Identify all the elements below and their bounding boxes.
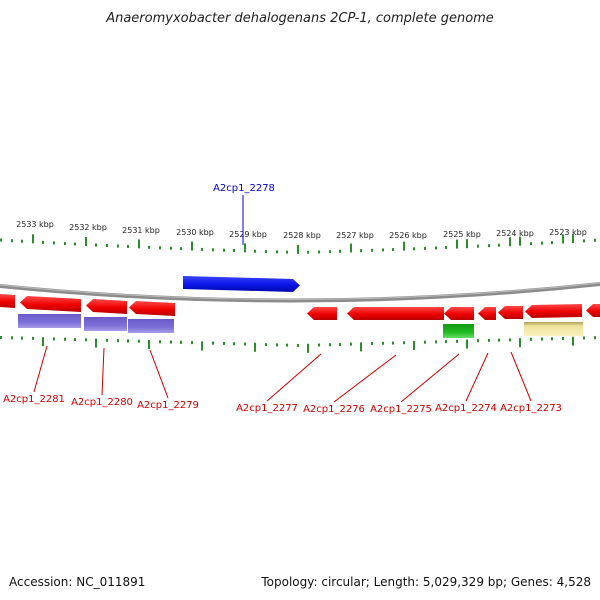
- genome-summary-text: Topology: circular; Length: 5,029,329 bp…: [260, 575, 591, 589]
- leader-A2cp1_2274: [465, 352, 489, 402]
- gene-label-A2cp1_2279[interactable]: A2cp1_2279: [137, 400, 199, 411]
- ruler-label: 2529 kbp: [229, 230, 267, 239]
- top-ruler: 2533 kbp 2532 kbp 2531 kbp 2530 kbp 2529…: [0, 220, 596, 254]
- ruler-label: 2527 kbp: [336, 231, 374, 240]
- gene-A2cp1_2277[interactable]: [307, 307, 337, 320]
- gene-A2cp1_2274[interactable]: [478, 307, 496, 320]
- ruler-label: 2530 kbp: [176, 228, 214, 237]
- leader-A2cp1_2281: [33, 345, 48, 393]
- gene-label-A2cp1_2273[interactable]: A2cp1_2273: [500, 403, 562, 414]
- gene-track: [0, 276, 600, 338]
- ruler-label: 2525 kbp: [443, 230, 481, 239]
- ruler-label: 2533 kbp: [16, 220, 54, 229]
- feature-green-2275[interactable]: [443, 324, 474, 338]
- gene-A2cp1_2273[interactable]: [525, 304, 582, 318]
- label-leaders: [33, 195, 532, 403]
- gene-A2cp1_2281[interactable]: [20, 296, 81, 312]
- leader-A2cp1_2273: [510, 351, 532, 402]
- leader-A2cp1_2279: [149, 349, 169, 399]
- leader-A2cp1_2275: [400, 353, 460, 403]
- accession-text: Accession: NC_011891: [9, 575, 145, 589]
- feature-purple-2281[interactable]: [18, 314, 81, 328]
- gene-label-A2cp1_2274[interactable]: A2cp1_2274: [435, 403, 497, 414]
- gene-A2cp1_2282[interactable]: [0, 294, 15, 308]
- gene-A2cp1_2279[interactable]: [129, 301, 175, 316]
- gene-label-A2cp1_2276[interactable]: A2cp1_2276: [303, 404, 365, 415]
- ruler-label: 2526 kbp: [389, 231, 427, 240]
- ruler-label: 2531 kbp: [122, 226, 160, 235]
- map-title: Anaeromyxobacter dehalogenans 2CP-1, com…: [105, 11, 494, 26]
- leader-A2cp1_2276: [333, 354, 397, 403]
- gene-label-A2cp1_2275[interactable]: A2cp1_2275: [370, 404, 432, 415]
- gene-label-A2cp1_2278[interactable]: A2cp1_2278: [213, 183, 275, 194]
- bottom-ruler: [0, 336, 596, 353]
- gene-A2cp1_2273a[interactable]: [498, 306, 523, 319]
- gene-labels: A2cp1_2278 A2cp1_2281 A2cp1_2280 A2cp1_2…: [3, 183, 562, 415]
- gene-A2cp1_2275[interactable]: [444, 307, 474, 320]
- feature-purple-2280[interactable]: [84, 317, 127, 331]
- gene-A2cp1_2272[interactable]: [586, 304, 600, 317]
- genome-backbone-highlight: [0, 282, 600, 301]
- ruler-label: 2532 kbp: [69, 223, 107, 232]
- feature-purple-2279[interactable]: [128, 319, 174, 333]
- gene-A2cp1_2278[interactable]: [183, 276, 300, 292]
- feature-yellow-2273[interactable]: [524, 322, 583, 336]
- gene-A2cp1_2276[interactable]: [347, 307, 444, 320]
- genome-backbone: [0, 282, 600, 303]
- gene-A2cp1_2280[interactable]: [86, 299, 127, 314]
- ruler-label: 2528 kbp: [283, 231, 321, 240]
- gene-label-A2cp1_2280[interactable]: A2cp1_2280: [71, 397, 133, 408]
- gene-label-A2cp1_2277[interactable]: A2cp1_2277: [236, 403, 298, 414]
- gene-label-A2cp1_2281[interactable]: A2cp1_2281: [3, 394, 65, 405]
- ruler-label: 2523 kbp: [549, 228, 587, 237]
- leader-A2cp1_2277: [266, 353, 322, 402]
- ruler-label: 2524 kbp: [496, 229, 534, 238]
- leader-A2cp1_2280: [101, 347, 105, 396]
